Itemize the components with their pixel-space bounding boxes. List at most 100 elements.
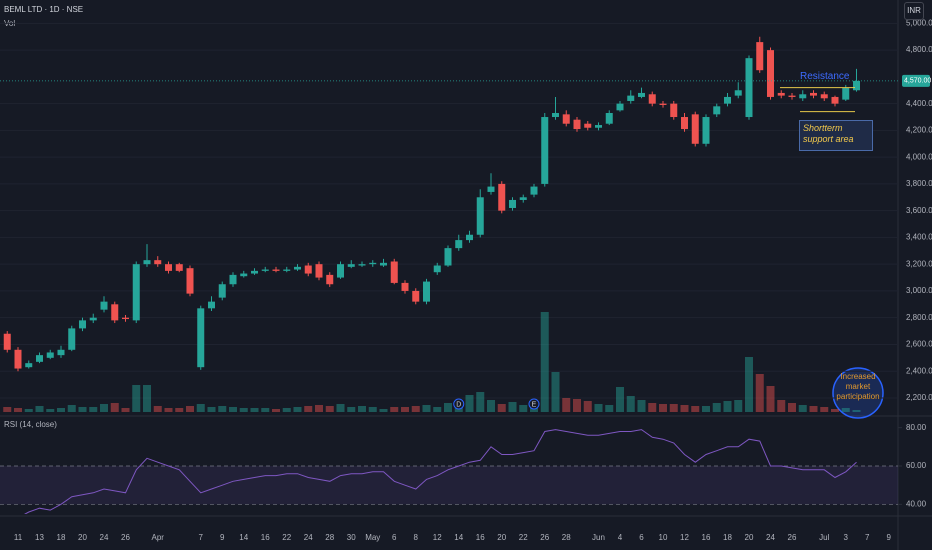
volume-bar [648,403,657,412]
candle-body [767,50,774,97]
volume-bar [132,385,141,412]
x-tick-label: 7 [865,533,870,542]
y-tick-label: 3,800.00 [906,179,932,188]
candle-body [605,113,613,124]
volume-bar [702,406,710,412]
volume-bar [89,407,98,412]
volume-bar [218,406,227,412]
candle-body [326,274,334,285]
candle-body [433,265,441,273]
candle-body [810,92,817,96]
price-pane [3,36,861,412]
candle-body [122,317,129,320]
candle-body [229,274,237,285]
volume-bar [487,400,495,412]
candle-body [154,260,162,265]
volume-bar [186,406,194,412]
event-marker [453,398,465,410]
candle-body [853,80,860,91]
volume-bar [110,403,119,412]
candle-body [562,114,570,124]
candle-body [68,328,76,350]
x-tick-label: Apr [152,533,165,542]
volume-bar [347,407,356,412]
volume-bar [121,408,130,412]
candle-body [777,92,785,96]
candle-body [197,308,205,368]
candle-body [498,183,506,211]
volume-bar [691,406,700,412]
volume-bar [411,406,420,412]
candle-body [788,95,796,97]
x-tick-label: 11 [14,533,23,542]
candle-body [616,103,624,111]
rsi-tick-label: 80.00 [906,423,927,432]
candle-body [702,117,710,144]
volume-bar [809,406,818,412]
candle-body [670,103,678,118]
rsi-band [0,466,898,505]
rsi-tick-label: 40.00 [906,499,927,508]
volume-bar [497,404,506,412]
volume-bar [820,407,829,412]
last-price-label: 4,570.00 [904,78,931,85]
x-tick-label: 9 [887,533,892,542]
currency-button[interactable]: INR [904,2,924,20]
volume-bar [734,400,743,412]
volume-bar [24,409,33,412]
volume-bar [788,403,796,412]
candle-body [595,125,602,128]
volume-bar [143,385,151,412]
volume-bar [519,405,528,412]
candle-body [89,317,97,321]
candle-body [412,290,420,302]
x-tick-label: 28 [562,533,571,542]
volume-bar [175,408,184,412]
rsi-tick-label: 60.00 [906,461,927,470]
candle-body [756,42,764,71]
candle-body [294,266,301,270]
x-tick-label: 6 [392,533,397,542]
volume-bar [841,408,850,412]
volume-bar [261,408,270,412]
x-tick-label: Jun [592,533,605,542]
x-tick-label: 20 [745,533,754,542]
event-marker [528,398,540,410]
volume-bar [207,407,216,412]
volume-bar [164,408,173,412]
candle-body [100,301,108,310]
last-price-box [902,74,930,87]
y-tick-label: 2,400.00 [906,366,932,375]
rsi-pane [24,429,857,514]
event-label: E [532,401,537,408]
support-label: Shortterm support area [799,120,873,151]
volume-bar [35,406,44,412]
candle-body [573,119,581,130]
volume-bar [605,405,614,412]
volume-bar [573,399,581,412]
volume-bar [798,405,807,412]
x-tick-label: 14 [454,533,463,542]
candle-body [315,264,323,278]
x-tick-label: 26 [121,533,130,542]
candle-body [487,186,495,192]
volume-bar [14,408,22,412]
x-tick-label: 16 [702,533,711,542]
x-tick-label: 12 [433,533,442,542]
volume-bar [659,404,667,412]
candle-body [380,262,387,266]
candle-body [444,248,452,266]
candle-body [724,96,731,104]
candle-body [175,264,183,271]
candle-body [57,349,65,356]
y-tick-label: 3,600.00 [906,206,932,215]
volume-bar [336,404,345,412]
volume-bar [368,407,377,412]
volume-bar [637,400,646,412]
candle-body [14,349,22,369]
candle-body [455,240,463,249]
x-tick-label: 24 [766,533,775,542]
x-tick-label: 6 [639,533,644,542]
